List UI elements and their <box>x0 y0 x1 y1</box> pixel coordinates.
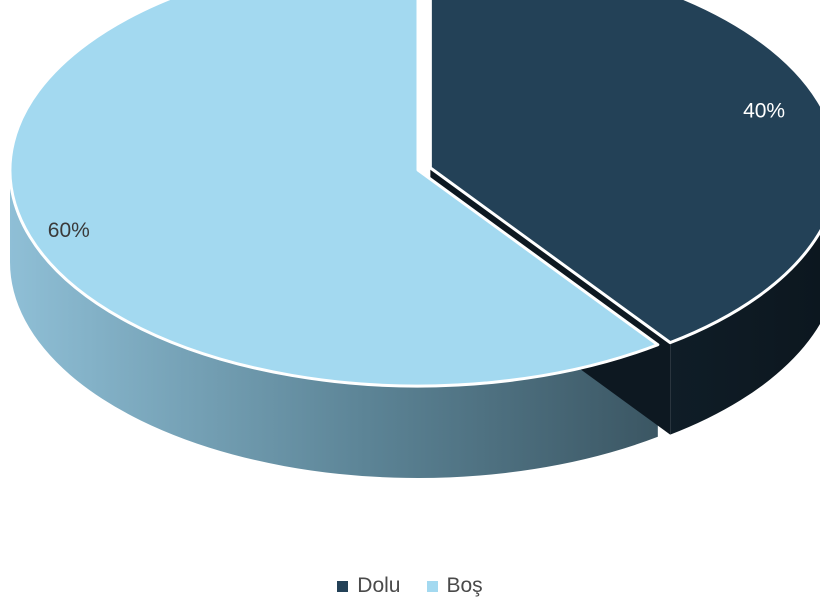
chart-legend: Dolu Boş <box>0 574 820 598</box>
data-label-bos: 60% <box>48 219 90 242</box>
pie-side-bos <box>9 170 658 479</box>
legend-swatch-dolu <box>337 580 349 592</box>
legend-item-dolu: Dolu <box>337 574 401 598</box>
legend-label-bos: Boş <box>446 574 483 597</box>
pie-slice-bos <box>8 0 660 388</box>
legend-swatch-bos <box>426 580 438 592</box>
pie-slices <box>8 0 820 479</box>
pie-slice-dolu <box>428 0 820 345</box>
data-label-dolu: 40% <box>743 100 785 123</box>
pie-data-labels: 40% 60% <box>48 100 785 243</box>
legend-item-bos: Boş <box>426 574 483 598</box>
pie-side-dolu <box>670 231 820 435</box>
legend-label-dolu: Dolu <box>357 574 401 597</box>
